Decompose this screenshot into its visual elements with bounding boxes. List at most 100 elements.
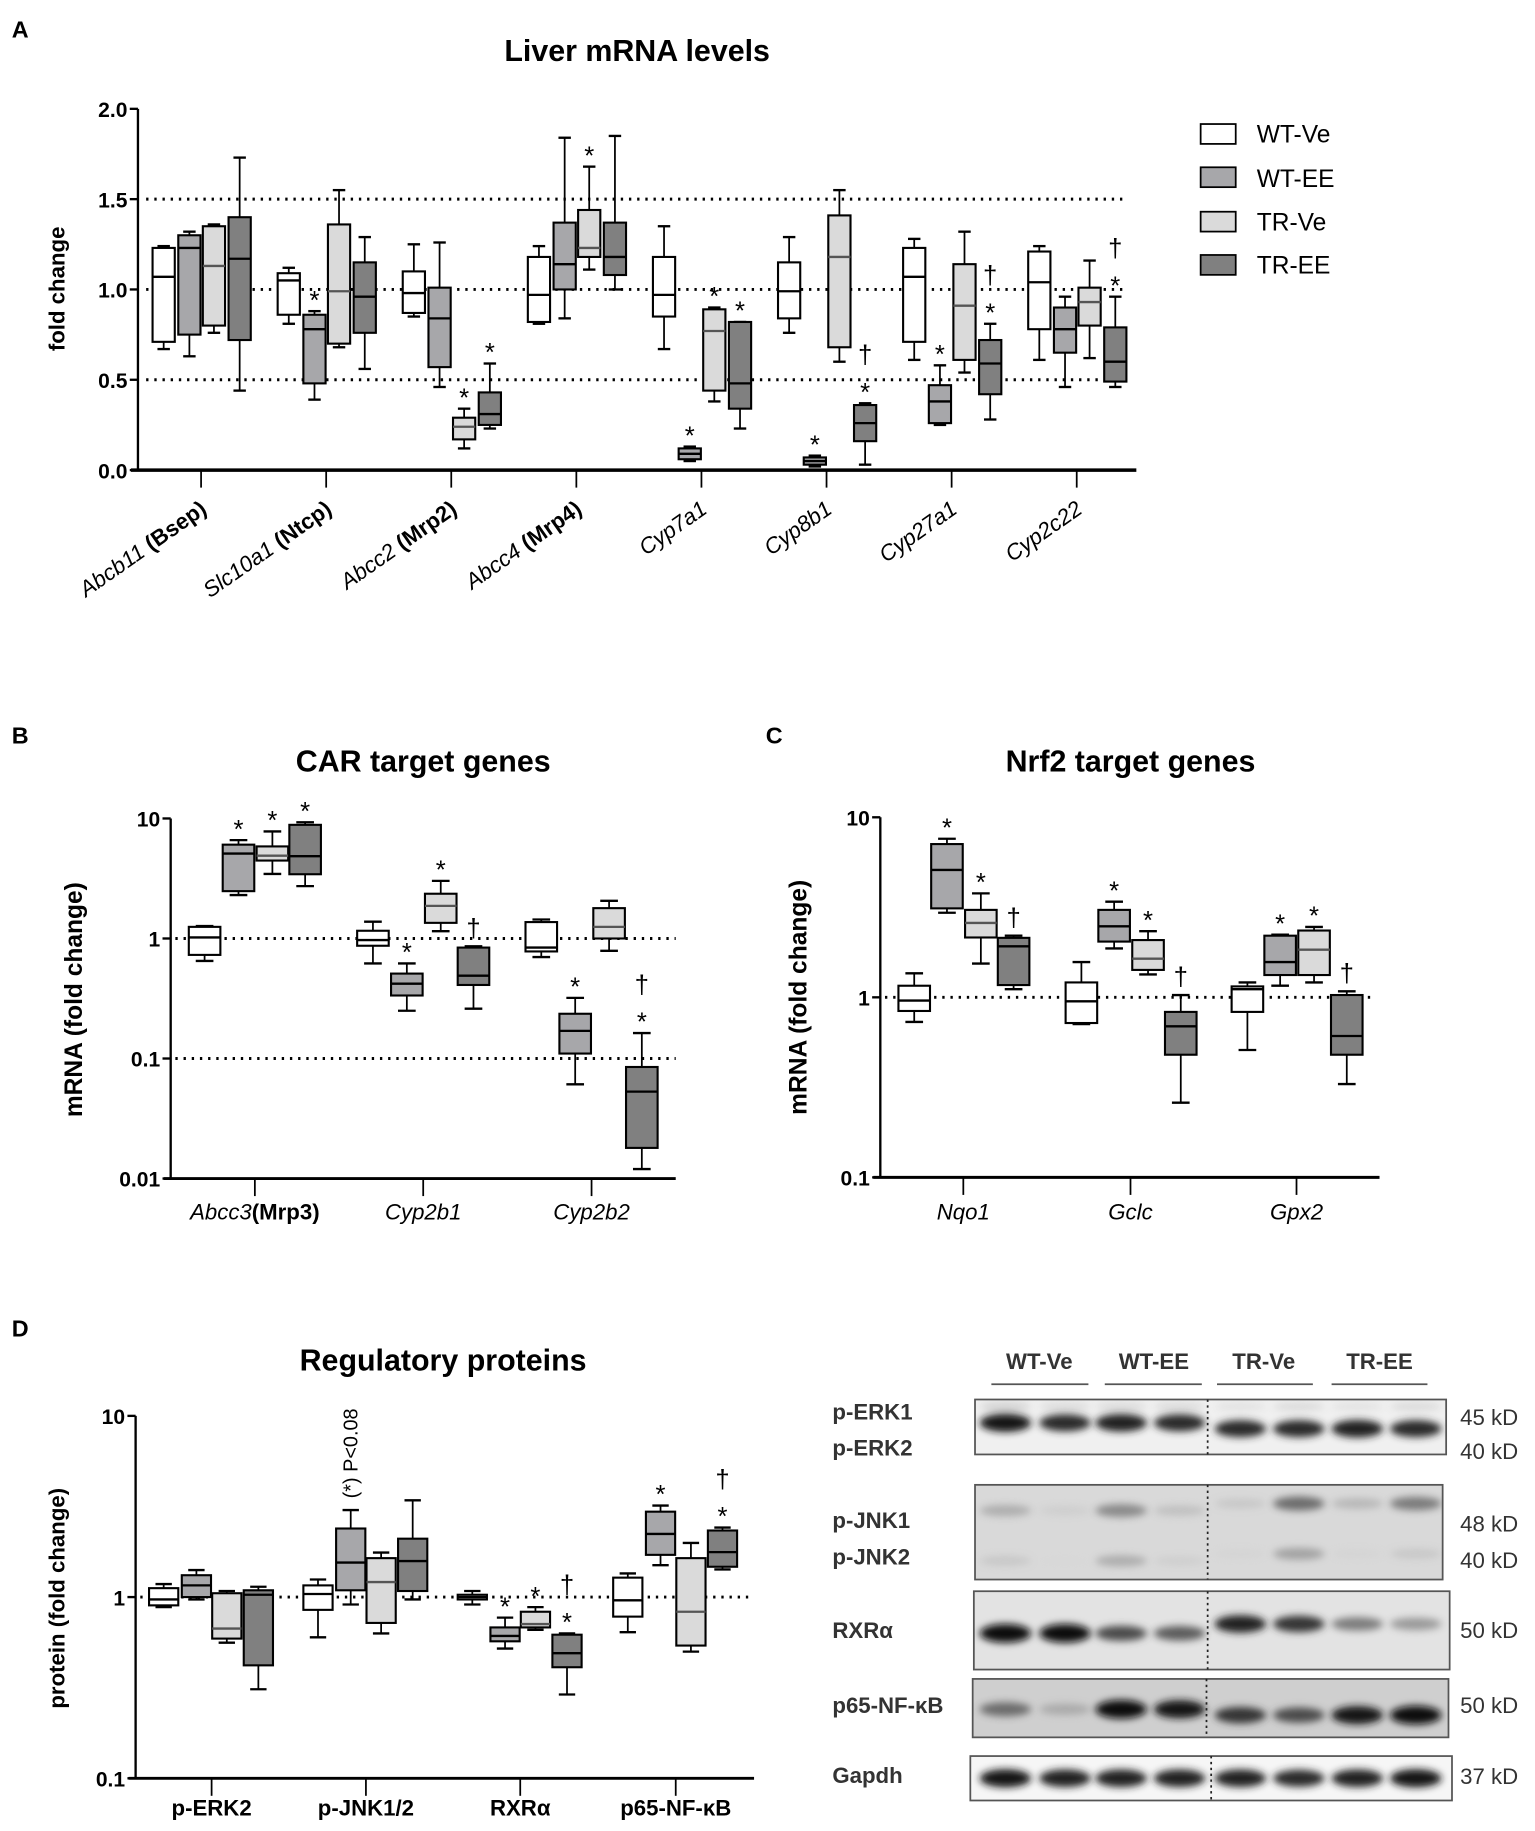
box-wt-ve bbox=[302, 1578, 334, 1639]
box-tr-ee bbox=[242, 1585, 275, 1691]
significance-star: * bbox=[1109, 877, 1119, 905]
chart-c: 0.1 1 10 Nqo1 Gclc Gpx2 * * † * * † * * † bbox=[841, 807, 1380, 1224]
box-tr-ee bbox=[624, 1031, 659, 1171]
x-tick-label: Nqo1 bbox=[937, 1199, 990, 1224]
box-iqr bbox=[451, 416, 477, 441]
significance-dagger: † bbox=[1108, 235, 1122, 263]
y-tick-label: 10 bbox=[137, 809, 160, 832]
protein-band bbox=[1331, 1402, 1384, 1411]
blot-strip-p-jnk1 bbox=[974, 1483, 1444, 1581]
box-wt-ee bbox=[927, 364, 953, 427]
box-tr-ee bbox=[978, 322, 1003, 421]
gene-name: Abcc3 bbox=[188, 1199, 252, 1224]
box-iqr bbox=[302, 313, 327, 385]
legend-swatch-wt-ve bbox=[1199, 123, 1237, 145]
box-wt-ee bbox=[1052, 295, 1078, 389]
protein-band bbox=[1390, 1549, 1442, 1559]
box-tr-ve bbox=[201, 223, 227, 334]
significance-star: * bbox=[570, 974, 580, 1002]
protein-name: p65-NF-κB bbox=[620, 1796, 731, 1821]
box-iqr bbox=[302, 1584, 334, 1611]
box-wt-ve bbox=[897, 972, 932, 1024]
significance-star: * bbox=[810, 431, 820, 459]
box-wt-ee bbox=[427, 241, 452, 389]
significance-star: * bbox=[976, 869, 986, 897]
significance-star: * bbox=[717, 1503, 727, 1531]
significance-star: * bbox=[860, 379, 870, 407]
box-tr-ee bbox=[602, 134, 628, 291]
protein-band bbox=[1214, 1615, 1267, 1633]
bands bbox=[979, 1699, 1442, 1725]
blot-label-p-erk1: p-ERK1 bbox=[832, 1399, 912, 1424]
box-wt-ve bbox=[456, 1589, 488, 1606]
box-iqr bbox=[1297, 929, 1331, 977]
legend: WT-Ve WT-EE TR-Ve TR-EE bbox=[1199, 122, 1334, 280]
gene-name: Slc10a1 bbox=[198, 536, 278, 603]
box-iqr bbox=[592, 907, 626, 940]
significance-star: * bbox=[267, 807, 277, 835]
box-tr-ee bbox=[227, 156, 252, 392]
box-tr-ve bbox=[211, 1589, 243, 1644]
protein-band bbox=[1390, 1420, 1442, 1438]
x-tick-label: RXRα bbox=[490, 1796, 551, 1821]
box-iqr bbox=[177, 234, 202, 336]
significance-dagger: † bbox=[858, 342, 872, 370]
box-wt-ve bbox=[1027, 244, 1052, 362]
protein-band bbox=[1039, 1769, 1091, 1788]
significance-star: * bbox=[485, 339, 495, 367]
significance-star: * bbox=[309, 287, 319, 315]
box-tr-ve bbox=[255, 830, 290, 876]
box-tr-ve bbox=[827, 188, 852, 363]
x-tick-label: p-JNK1/2 bbox=[318, 1796, 414, 1821]
protein-band bbox=[1039, 1414, 1091, 1432]
box-tr-ee bbox=[996, 934, 1031, 991]
box-iqr bbox=[356, 929, 390, 947]
box-tr-ve bbox=[675, 1541, 707, 1653]
box-tr-ee bbox=[551, 1632, 583, 1696]
box-iqr bbox=[255, 845, 290, 862]
blot-border bbox=[974, 1483, 1444, 1581]
box-tr-ve bbox=[451, 407, 477, 450]
x-tick-label: Cyp8b1 bbox=[759, 496, 836, 560]
significance-dagger: † bbox=[983, 262, 997, 290]
box-tr-ve bbox=[423, 879, 458, 933]
blot-strip-p65-nf-κb bbox=[971, 1678, 1450, 1739]
box-iqr bbox=[427, 286, 452, 369]
box-iqr bbox=[187, 925, 222, 956]
protein-band bbox=[979, 1413, 1032, 1432]
protein-band bbox=[1273, 1402, 1325, 1411]
box-tr-ve bbox=[952, 230, 977, 374]
protein-name: p-ERK2 bbox=[172, 1796, 252, 1821]
box-wt-ee bbox=[644, 1504, 677, 1567]
blot-border bbox=[974, 1398, 1448, 1456]
x-tick-label: Abcc3(Mrp3) bbox=[188, 1199, 320, 1224]
box-iqr bbox=[1077, 286, 1102, 327]
box-tr-ee bbox=[1103, 295, 1128, 389]
bands bbox=[979, 1496, 1442, 1567]
box-wt-ee bbox=[489, 1616, 521, 1650]
y-tick-label: 10 bbox=[846, 807, 869, 830]
significance-star: * bbox=[685, 422, 695, 450]
significance-star: * bbox=[1309, 903, 1319, 931]
significance-star: * bbox=[300, 798, 310, 826]
box-iqr bbox=[397, 1537, 429, 1593]
significance-star: * bbox=[402, 939, 412, 967]
protein-band bbox=[1153, 1402, 1206, 1411]
box-wt-ve bbox=[1230, 981, 1265, 1052]
panel-letter-b: B bbox=[12, 723, 29, 749]
protein-band bbox=[1095, 1555, 1147, 1567]
box-tr-ve bbox=[702, 306, 727, 403]
significance-star: * bbox=[656, 1481, 666, 1509]
protein-band bbox=[979, 1769, 1032, 1788]
blot-strip-p-erk1 bbox=[974, 1398, 1448, 1456]
x-tick-label: Cyp27a1 bbox=[874, 496, 961, 567]
box-iqr bbox=[651, 255, 677, 318]
panel-letter-d: D bbox=[12, 1315, 29, 1341]
blot-header-wt-ve: WT-Ve bbox=[1006, 1349, 1073, 1374]
box-wt-ve bbox=[612, 1572, 644, 1634]
box-iqr bbox=[335, 1527, 367, 1592]
significance-dagger: † bbox=[1006, 904, 1020, 932]
box-tr-ee bbox=[852, 402, 878, 466]
box-wt-ee bbox=[335, 1508, 367, 1606]
